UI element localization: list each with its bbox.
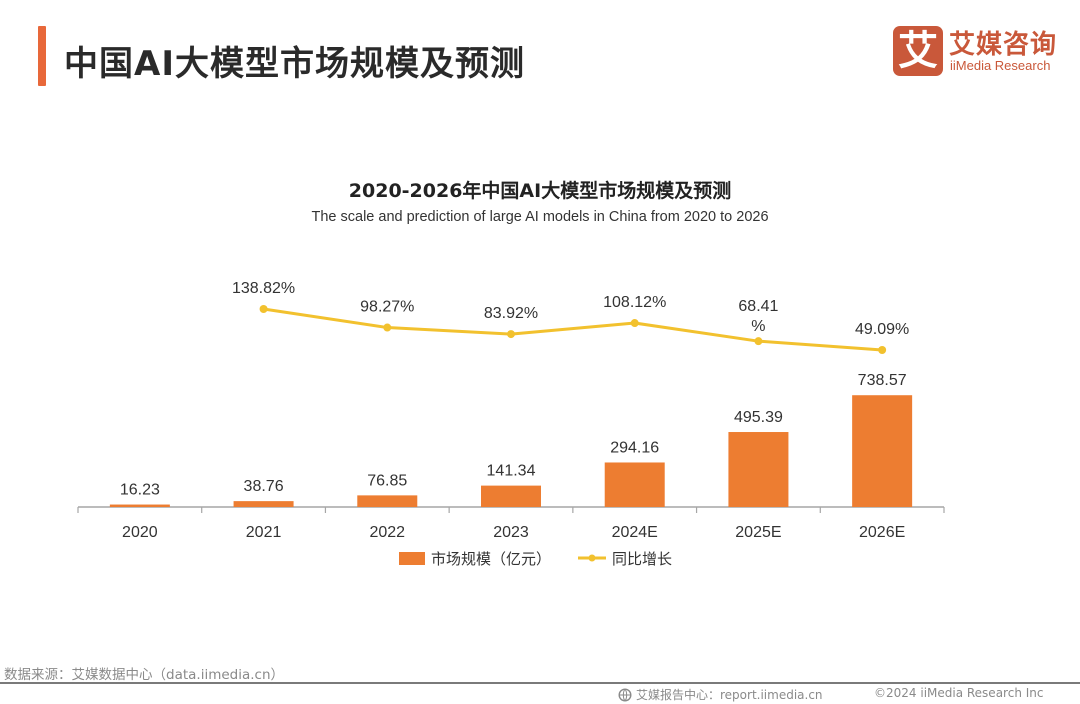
- x-tick-label: 2025E: [735, 524, 781, 541]
- growth-point-2025E: [754, 337, 763, 346]
- growth-line: [263, 307, 883, 352]
- chart-title: 2020-2026年中国AI大模型市场规模及预测: [348, 180, 732, 202]
- bar-value-label: 495.39: [734, 409, 783, 426]
- bar-2025E: [728, 432, 789, 507]
- bar-value-label: 16.23: [120, 482, 160, 499]
- growth-point-2024E: [630, 319, 639, 328]
- bar-2021: [233, 501, 294, 507]
- globe-icon: [618, 687, 632, 702]
- title-accent-bar: [38, 26, 46, 86]
- x-tick-label: 2020: [122, 524, 158, 541]
- legend-line-label: 同比增长: [612, 550, 672, 568]
- growth-point-2021: [259, 305, 268, 313]
- bar-2026E: [852, 395, 913, 507]
- legend-line-marker: [588, 554, 596, 562]
- x-tick-label: 2021: [246, 524, 282, 541]
- bar-2024E: [604, 462, 665, 507]
- bar-value-label: 738.57: [858, 372, 907, 389]
- footer-report-center: 艾媒报告中心：report.iimedia.cn: [618, 686, 823, 703]
- logo-name-en: iiMedia Research: [950, 58, 1051, 73]
- x-tick-label: 2024E: [612, 524, 658, 541]
- bar-value-label: 294.16: [610, 439, 659, 456]
- bar-2020: [109, 504, 170, 507]
- growth-point-2026E: [878, 346, 887, 354]
- growth-point-2023: [507, 330, 515, 339]
- x-tick-label: 2022: [369, 524, 405, 541]
- growth-value-label: %: [751, 318, 765, 335]
- bar-value-label: 141.34: [487, 463, 536, 480]
- page-title: 中国AI大模型市场规模及预测: [64, 44, 525, 84]
- growth-value-label: 49.09%: [855, 321, 909, 338]
- x-tick-label: 2023: [493, 524, 529, 541]
- bar-value-label: 38.76: [244, 478, 284, 495]
- bar-2022: [357, 495, 418, 507]
- market-size-chart: 16.23 2020 38.76 2021 76.85 2022 141.34 2023 294…: [77, 280, 945, 568]
- legend-bar-swatch: [399, 552, 425, 565]
- growth-value-label: 108.12%: [603, 294, 666, 311]
- footer-divider: [0, 682, 1080, 684]
- x-tick-label: 2026E: [859, 524, 905, 541]
- growth-value-label: 68.41: [738, 298, 778, 315]
- logo-name-cn: 艾媒咨询: [949, 30, 1058, 60]
- report-center-link[interactable]: 艾媒报告中心：report.iimedia.cn: [636, 688, 823, 702]
- growth-value-label: 83.92%: [484, 305, 538, 322]
- logo-mark-icon: 艾: [893, 26, 943, 76]
- growth-value-label: 138.82%: [232, 280, 295, 297]
- copyright: ©2024 iiMedia Research Inc: [874, 686, 1044, 700]
- legend-bar-label: 市场规模（亿元）: [431, 550, 551, 568]
- bar-value-label: 76.85: [367, 472, 407, 489]
- growth-value-label: 98.27%: [360, 299, 414, 316]
- data-source: 数据来源：艾媒数据中心（data.iimedia.cn）: [4, 667, 285, 683]
- bar-2023: [481, 485, 541, 507]
- growth-point-2022: [383, 323, 392, 332]
- chart-subtitle: The scale and prediction of large AI mod…: [311, 209, 769, 225]
